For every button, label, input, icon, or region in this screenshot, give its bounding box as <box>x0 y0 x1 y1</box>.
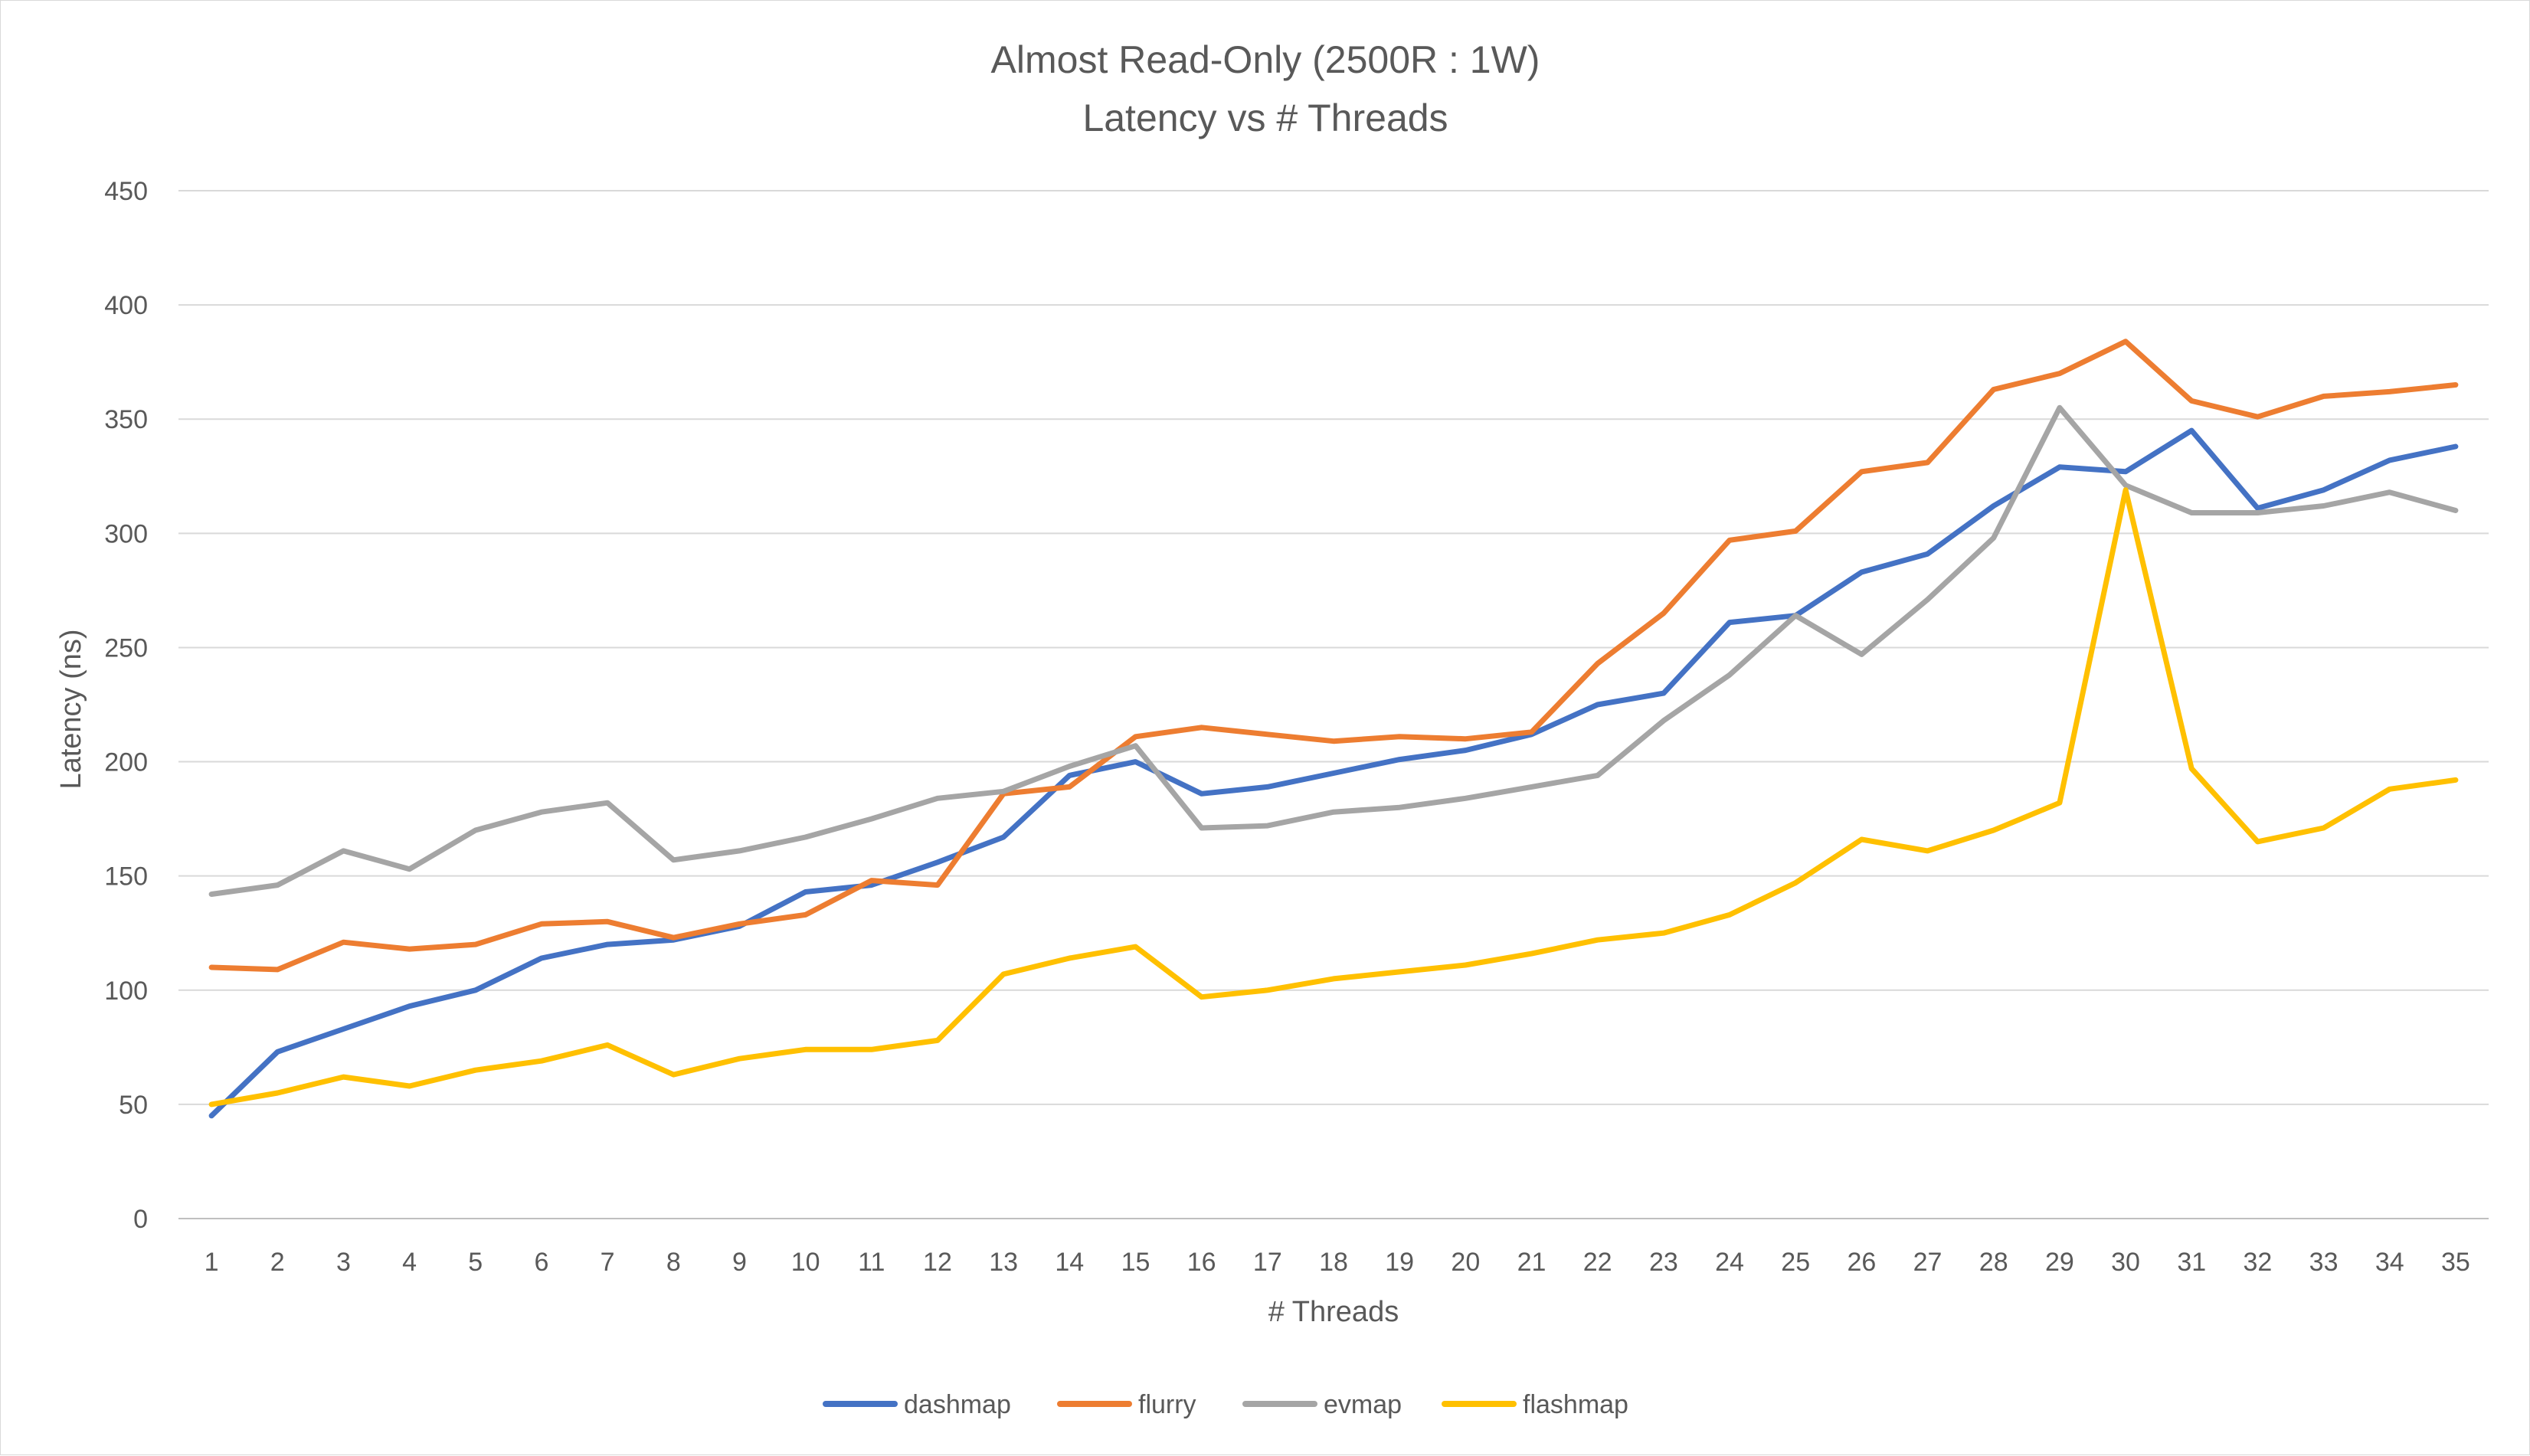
legend-label: dashmap <box>904 1390 1011 1419</box>
legend-item-dashmap: dashmap <box>823 1390 1011 1419</box>
x-tick-label: 17 <box>1253 1248 1282 1277</box>
y-axis-title: Latency (ns) <box>55 629 87 789</box>
x-tick-label: 23 <box>1649 1248 1678 1277</box>
y-tick-label: 300 <box>104 519 148 548</box>
x-tick-label: 32 <box>2243 1248 2272 1277</box>
x-tick-label: 8 <box>666 1248 681 1277</box>
chart-title: Almost Read-Only (2500R : 1W) <box>991 38 1540 81</box>
x-tick-label: 25 <box>1781 1248 1810 1277</box>
x-tick-label: 4 <box>402 1248 417 1277</box>
x-tick-label: 30 <box>2111 1248 2140 1277</box>
series-line-flashmap <box>208 487 2459 1108</box>
x-tick-label: 29 <box>2045 1248 2074 1277</box>
y-tick-label: 450 <box>104 177 148 206</box>
gridlines <box>178 190 2489 1219</box>
x-tick-label: 24 <box>1715 1248 1744 1277</box>
legend-item-flurry: flurry <box>1057 1390 1196 1419</box>
y-tick-label: 200 <box>104 748 148 777</box>
x-tick-label: 9 <box>732 1248 747 1277</box>
x-tick-label: 34 <box>2375 1248 2404 1277</box>
x-tick-label: 18 <box>1319 1248 1348 1277</box>
x-axis-tick-labels: 1 2 3 4 5 6 7 8 9 10 11 12 13 14 15 16 17 18 19 20 21 22 23 24 2… <box>205 1248 2470 1277</box>
x-tick-label: 22 <box>1583 1248 1612 1277</box>
series-lines <box>208 339 2459 1119</box>
x-tick-label: 12 <box>923 1248 952 1277</box>
series-line-evmap <box>208 404 2459 897</box>
series-line-flurry <box>208 339 2459 973</box>
x-tick-label: 3 <box>336 1248 351 1277</box>
x-tick-label: 11 <box>858 1248 885 1277</box>
legend-label: flashmap <box>1523 1390 1628 1419</box>
x-tick-label: 7 <box>601 1248 615 1277</box>
y-tick-label: 50 <box>119 1091 148 1120</box>
x-tick-label: 31 <box>2177 1248 2206 1277</box>
y-tick-label: 0 <box>133 1205 148 1234</box>
x-tick-label: 15 <box>1121 1248 1150 1277</box>
y-axis-tick-labels: 0 50 100 150 200 250 300 350 400 450 <box>104 177 148 1234</box>
x-tick-label: 2 <box>270 1248 285 1277</box>
x-tick-label: 10 <box>791 1248 820 1277</box>
x-tick-label: 28 <box>1979 1248 2008 1277</box>
x-tick-label: 21 <box>1517 1248 1546 1277</box>
y-tick-label: 150 <box>104 862 148 892</box>
x-tick-label: 1 <box>205 1248 219 1277</box>
x-tick-label: 26 <box>1847 1248 1876 1277</box>
x-tick-label: 14 <box>1055 1248 1084 1277</box>
y-tick-label: 250 <box>104 633 148 663</box>
x-tick-label: 16 <box>1187 1248 1216 1277</box>
x-axis-title: # Threads <box>1268 1296 1399 1328</box>
x-tick-label: 27 <box>1913 1248 1943 1277</box>
chart-subtitle: Latency vs # Threads <box>1082 97 1448 139</box>
legend: dashmap flurry evmap flashmap <box>823 1390 1628 1419</box>
legend-label: flurry <box>1138 1390 1196 1419</box>
y-tick-label: 400 <box>104 291 148 320</box>
y-tick-label: 350 <box>104 405 148 434</box>
x-tick-label: 35 <box>2441 1248 2470 1277</box>
x-tick-label: 6 <box>534 1248 548 1277</box>
y-tick-label: 100 <box>104 977 148 1006</box>
x-tick-label: 20 <box>1451 1248 1480 1277</box>
x-tick-label: 19 <box>1385 1248 1414 1277</box>
legend-item-flashmap: flashmap <box>1442 1390 1628 1419</box>
series-line-dashmap <box>208 427 2459 1119</box>
legend-label: evmap <box>1324 1390 1402 1419</box>
x-tick-label: 13 <box>989 1248 1018 1277</box>
legend-item-evmap: evmap <box>1242 1390 1402 1419</box>
x-tick-label: 33 <box>2309 1248 2339 1277</box>
x-tick-label: 5 <box>468 1248 483 1277</box>
